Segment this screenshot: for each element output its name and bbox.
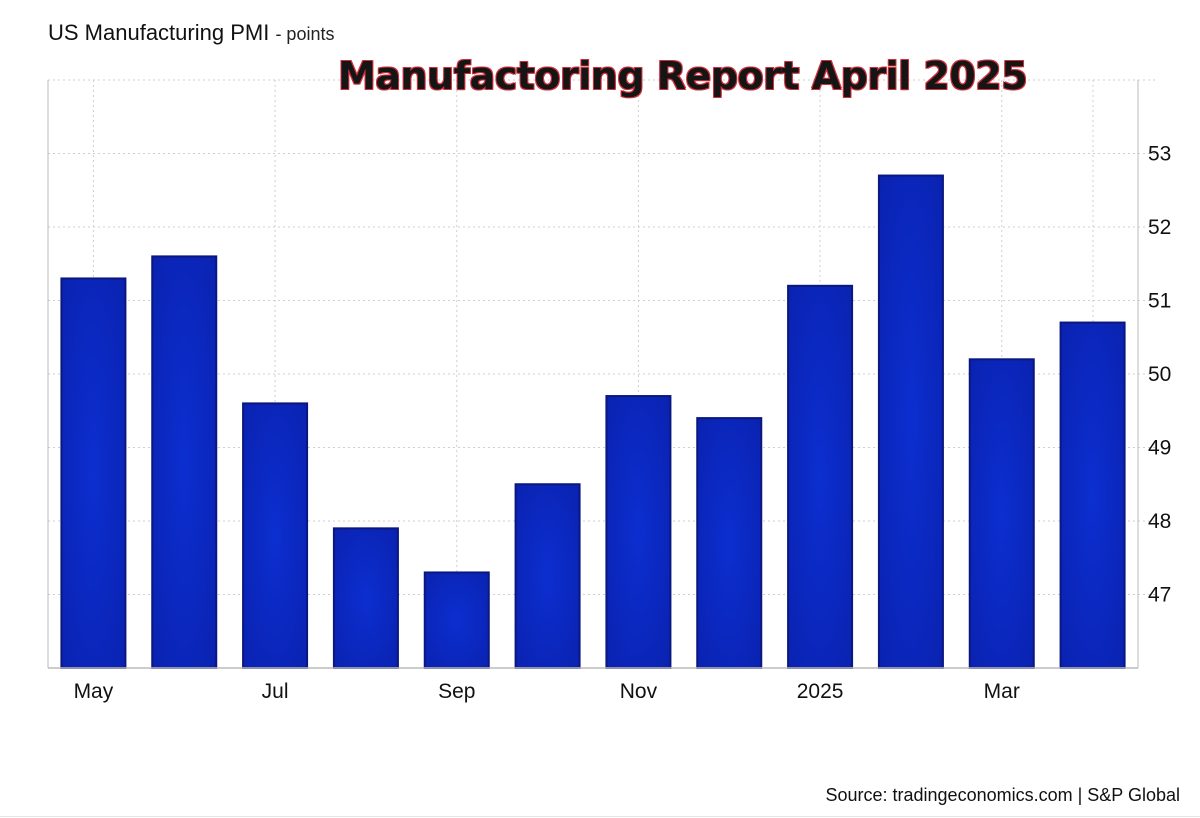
x-tick-label: May	[74, 680, 114, 703]
y-tick-label: 47	[1148, 584, 1171, 607]
source-attribution: Source: tradingeconomics.com | S&P Globa…	[825, 785, 1180, 805]
y-tick-label: 52	[1148, 216, 1171, 239]
banner-heading: Manufactoring Report April 2025	[338, 54, 1028, 98]
bar-feb	[877, 174, 944, 670]
bar-aug	[332, 527, 399, 669]
x-tick-label: 2025	[797, 680, 844, 703]
bar-dec	[696, 417, 763, 669]
y-tick-label: 51	[1148, 290, 1171, 313]
y-axis-ticks: 47 48 49 50 51 52 53	[1148, 143, 1171, 607]
bar-nov	[605, 395, 672, 669]
bar-may	[60, 277, 127, 669]
bar-mar	[968, 358, 1035, 669]
bar-jun	[151, 255, 218, 669]
bar-oct	[514, 483, 581, 669]
x-tick-label: Nov	[620, 680, 658, 703]
x-tick-label: Mar	[984, 680, 1020, 703]
chart-title: US Manufacturing PMI - points	[48, 20, 334, 46]
bar-jul	[242, 402, 309, 669]
chart-unit: - points	[275, 24, 335, 44]
bar-apr	[1059, 321, 1126, 669]
chart-title-text: US Manufacturing PMI	[48, 20, 270, 45]
x-axis-ticks: May Jul Sep Nov 2025 Mar	[74, 680, 1020, 703]
bottom-divider	[0, 816, 1200, 817]
y-tick-label: 50	[1148, 363, 1171, 386]
y-tick-label: 53	[1148, 143, 1171, 166]
bars	[60, 174, 1126, 670]
y-tick-label: 48	[1148, 510, 1171, 533]
y-tick-label: 49	[1148, 437, 1171, 460]
x-tick-label: Jul	[262, 680, 289, 703]
x-tick-label: Sep	[438, 680, 475, 703]
bar-2025	[787, 284, 854, 669]
axes	[47, 80, 1139, 669]
bar-sep	[423, 571, 490, 670]
